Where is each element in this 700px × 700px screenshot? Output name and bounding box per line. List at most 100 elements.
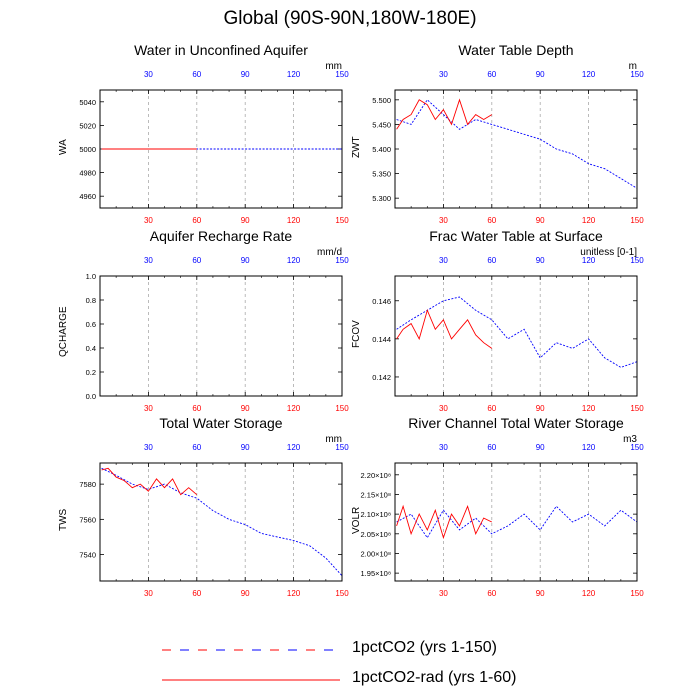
series-line-1pctco2-rad: [396, 504, 492, 540]
panel-title: Aquifer Recharge Rate: [149, 228, 293, 244]
x-tick-label-bottom: 60: [487, 589, 496, 598]
x-tick-label-top: 150: [335, 443, 349, 452]
x-tick-label-bottom: 60: [192, 216, 201, 225]
y-tick-label: 5.400: [372, 145, 391, 154]
y-tick-label: 0.0: [86, 392, 96, 401]
legend-label: 1pctCO2 (yrs 1-150): [352, 639, 497, 656]
series-line-1pctco2-rad: [396, 98, 493, 130]
x-tick-label-top: 60: [192, 443, 201, 452]
x-tick-label-top: 90: [536, 70, 545, 79]
x-tick-label-top: 150: [335, 256, 349, 265]
x-tick-label-bottom: 30: [439, 404, 448, 413]
x-tick-label-top: 120: [287, 443, 301, 452]
series-line-1pctco2: [396, 505, 638, 539]
x-tick-label-top: 90: [536, 256, 545, 265]
x-tick-label-top: 120: [582, 443, 596, 452]
y-tick-label: 5.500: [372, 96, 391, 105]
x-tick-label-top: 90: [241, 256, 250, 265]
x-tick-label-top: 60: [487, 70, 496, 79]
x-tick-label-top: 30: [439, 70, 448, 79]
series-line-1pctco2: [101, 467, 343, 577]
units-label: mm: [325, 434, 342, 445]
x-tick-label-top: 60: [192, 256, 201, 265]
x-tick-label-top: 150: [630, 256, 644, 265]
x-tick-label-top: 60: [192, 70, 201, 79]
x-tick-label-top: 90: [536, 443, 545, 452]
x-tick-label-bottom: 90: [241, 404, 250, 413]
x-tick-label-top: 30: [144, 443, 153, 452]
x-tick-label-top: 30: [439, 443, 448, 452]
series-line-1pctco2: [396, 296, 638, 368]
x-tick-label-bottom: 60: [192, 589, 201, 598]
units-label: mm/d: [317, 247, 342, 258]
y-tick-label: 5000: [79, 145, 96, 154]
x-tick-label-bottom: 90: [536, 589, 545, 598]
y-tick-label: 2.00×10⁸: [361, 549, 391, 558]
units-label: unitless [0-1]: [580, 247, 637, 258]
plot-frame: [99, 462, 343, 582]
panel-title: Water Table Depth: [458, 42, 574, 58]
x-tick-label-bottom: 120: [287, 216, 301, 225]
y-tick-label: 4980: [79, 169, 96, 178]
panel-title: Frac Water Table at Surface: [429, 228, 603, 244]
x-tick-label-bottom: 120: [287, 404, 301, 413]
x-tick-label-bottom: 120: [582, 589, 596, 598]
x-tick-label-top: 60: [487, 443, 496, 452]
panel-title: Total Water Storage: [159, 415, 283, 431]
x-tick-label-top: 150: [630, 443, 644, 452]
plot-frame: [394, 89, 638, 209]
x-tick-label-bottom: 60: [487, 404, 496, 413]
y-tick-label: 0.2: [86, 368, 96, 377]
x-tick-label-bottom: 150: [335, 216, 349, 225]
x-tick-label-bottom: 90: [536, 216, 545, 225]
x-tick-label-bottom: 30: [439, 216, 448, 225]
y-tick-label: 0.142: [372, 373, 391, 382]
legend-label: 1pctCO2-rad (yrs 1-60): [352, 669, 517, 686]
y-tick-label: 0.4: [86, 344, 96, 353]
x-tick-label-top: 150: [630, 70, 644, 79]
x-tick-label-bottom: 90: [536, 404, 545, 413]
x-tick-label-bottom: 150: [335, 404, 349, 413]
panel-title: Water in Unconfined Aquifer: [134, 42, 308, 58]
y-tick-label: 2.15×10⁸: [361, 490, 391, 499]
x-tick-label-top: 90: [241, 443, 250, 452]
x-tick-label-bottom: 30: [144, 404, 153, 413]
x-tick-label-bottom: 30: [144, 589, 153, 598]
y-tick-label: 1.95×10⁸: [361, 569, 391, 578]
x-tick-label-bottom: 120: [582, 404, 596, 413]
x-tick-label-bottom: 60: [487, 216, 496, 225]
x-tick-label-top: 120: [287, 256, 301, 265]
y-tick-label: 0.144: [372, 335, 391, 344]
x-tick-label-top: 60: [487, 256, 496, 265]
x-tick-label-top: 150: [335, 70, 349, 79]
x-tick-label-top: 120: [582, 70, 596, 79]
y-tick-label: 7580: [79, 480, 96, 489]
x-tick-label-bottom: 30: [439, 589, 448, 598]
x-tick-label-bottom: 120: [287, 589, 301, 598]
y-tick-label: 0.8: [86, 296, 96, 305]
x-tick-label-top: 30: [144, 256, 153, 265]
x-tick-label-bottom: 90: [241, 216, 250, 225]
x-tick-label-bottom: 150: [335, 589, 349, 598]
plot-frame: [394, 275, 638, 397]
x-tick-label-top: 90: [241, 70, 250, 79]
y-tick-label: 7540: [79, 551, 96, 560]
units-label: m3: [623, 434, 637, 445]
y-tick-label: 0.6: [86, 320, 96, 329]
x-tick-label-top: 30: [439, 256, 448, 265]
y-tick-label: 2.05×10⁸: [361, 530, 391, 539]
y-tick-label: 4960: [79, 192, 96, 201]
x-tick-label-bottom: 30: [144, 216, 153, 225]
y-tick-label: 5020: [79, 121, 96, 130]
series-line-1pctco2-rad: [396, 308, 493, 349]
x-tick-label-bottom: 60: [192, 404, 201, 413]
x-tick-label-top: 120: [287, 70, 301, 79]
plot-frame: [99, 89, 343, 209]
x-tick-label-bottom: 150: [630, 404, 644, 413]
y-tick-label: 5.450: [372, 120, 391, 129]
x-tick-label-top: 30: [144, 70, 153, 79]
series-line-1pctco2: [396, 99, 638, 189]
y-tick-label: 7560: [79, 515, 96, 524]
y-tick-label: 5.350: [372, 170, 391, 179]
